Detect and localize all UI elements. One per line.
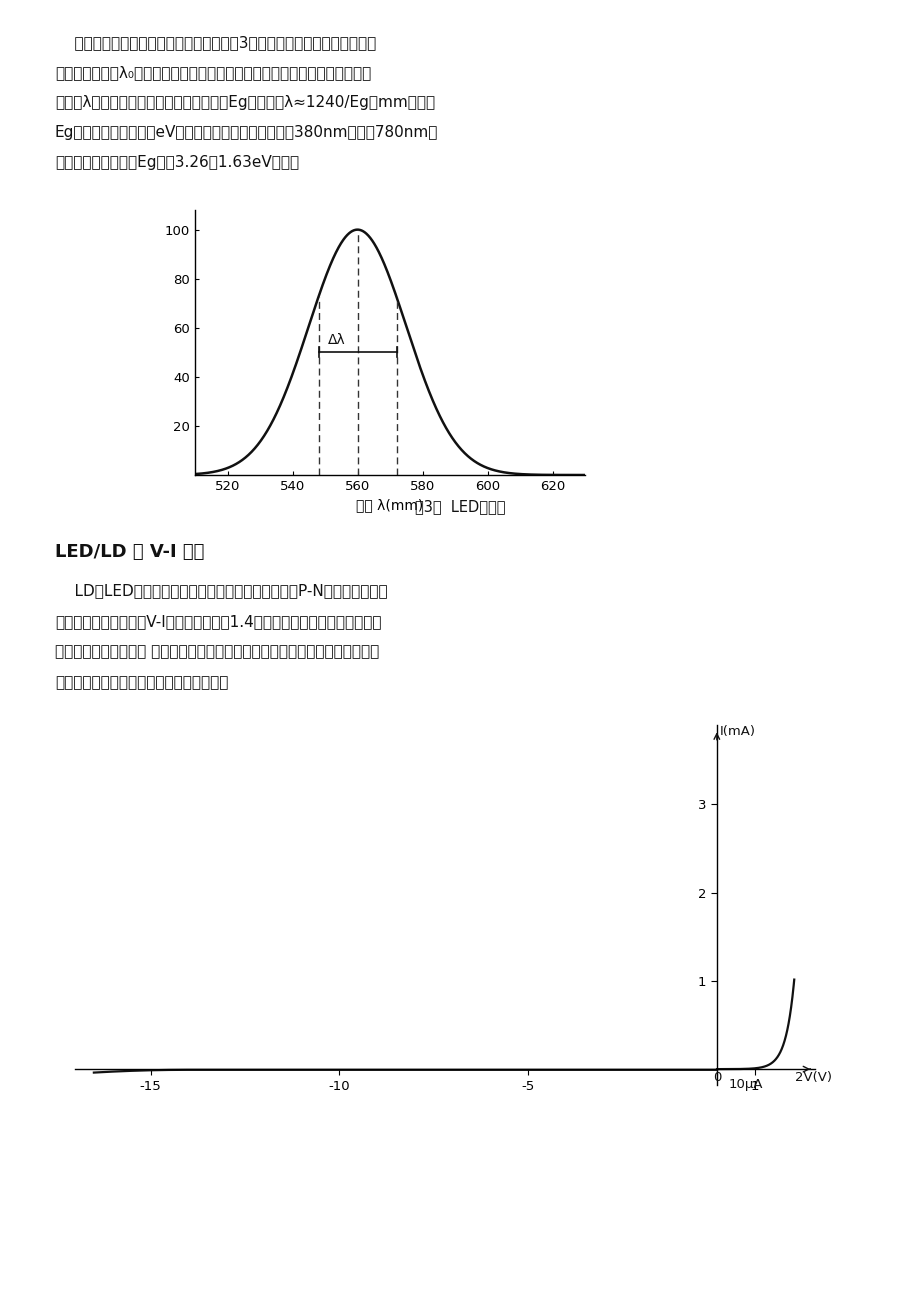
Text: 与普通二极管相类似的V-I特性曲线，如图1.4所示。在正向电压正小于某一值: 与普通二极管相类似的V-I特性曲线，如图1.4所示。在正向电压正小于某一值 [55, 613, 381, 629]
Text: 10μA: 10μA [727, 1078, 762, 1091]
Text: I(mA): I(mA) [719, 725, 755, 738]
Text: 图3、  LED光谱图: 图3、 LED光谱图 [414, 500, 505, 514]
Text: 时，电流极小，不发光 当电压超过某一值后，正向电流随电压迅速增加，发光。: 时，电流极小，不发光 当电压超过某一值后，正向电流随电压迅速增加，发光。 [55, 644, 379, 659]
Text: 2V(V): 2V(V) [795, 1070, 832, 1083]
Text: LED/LD 的 V-I 特性: LED/LD 的 V-I 特性 [55, 543, 204, 561]
Text: 0: 0 [712, 1072, 720, 1085]
Text: Δλ: Δλ [328, 333, 346, 348]
Text: 值波长λ与发光区域的半导体材料禁带宽度Eg有关，即λ≈1240/Eg（mm）式中: 值波长λ与发光区域的半导体材料禁带宽度Eg有关，即λ≈1240/Eg（mm）式中 [55, 95, 435, 109]
X-axis label: 波长 λ(mm): 波长 λ(mm) [356, 499, 423, 513]
Text: 之光中某一波长λ₀的光强最大，该波长为峰值波长。理论和实践证明，光的峰: 之光中某一波长λ₀的光强最大，该波长为峰值波长。理论和实践证明，光的峰 [55, 65, 371, 79]
Text: LD和LED都是半导体光电子器件，其核心部分都是P-N结。因此其具有: LD和LED都是半导体光电子器件，其核心部分都是P-N结。因此其具有 [55, 583, 387, 598]
Text: Eg的单位为电子伏特（eV）。若能产生可见光（波长在380nm紫光～780nm红: Eg的单位为电子伏特（eV）。若能产生可见光（波长在380nm紫光～780nm红 [55, 125, 437, 141]
Text: 我们将这一电压称为阙值电压或开门电压。: 我们将这一电压称为阙值电压或开门电压。 [55, 676, 228, 690]
Text: 光），半导体材料的Eg应在3.26～1.63eV之间。: 光），半导体材料的Eg应在3.26～1.63eV之间。 [55, 155, 299, 171]
Text: 发光二极管所发之光并非单一波长，如图3所示。由图可见，该发光管所发: 发光二极管所发之光并非单一波长，如图3所示。由图可见，该发光管所发 [55, 35, 376, 49]
